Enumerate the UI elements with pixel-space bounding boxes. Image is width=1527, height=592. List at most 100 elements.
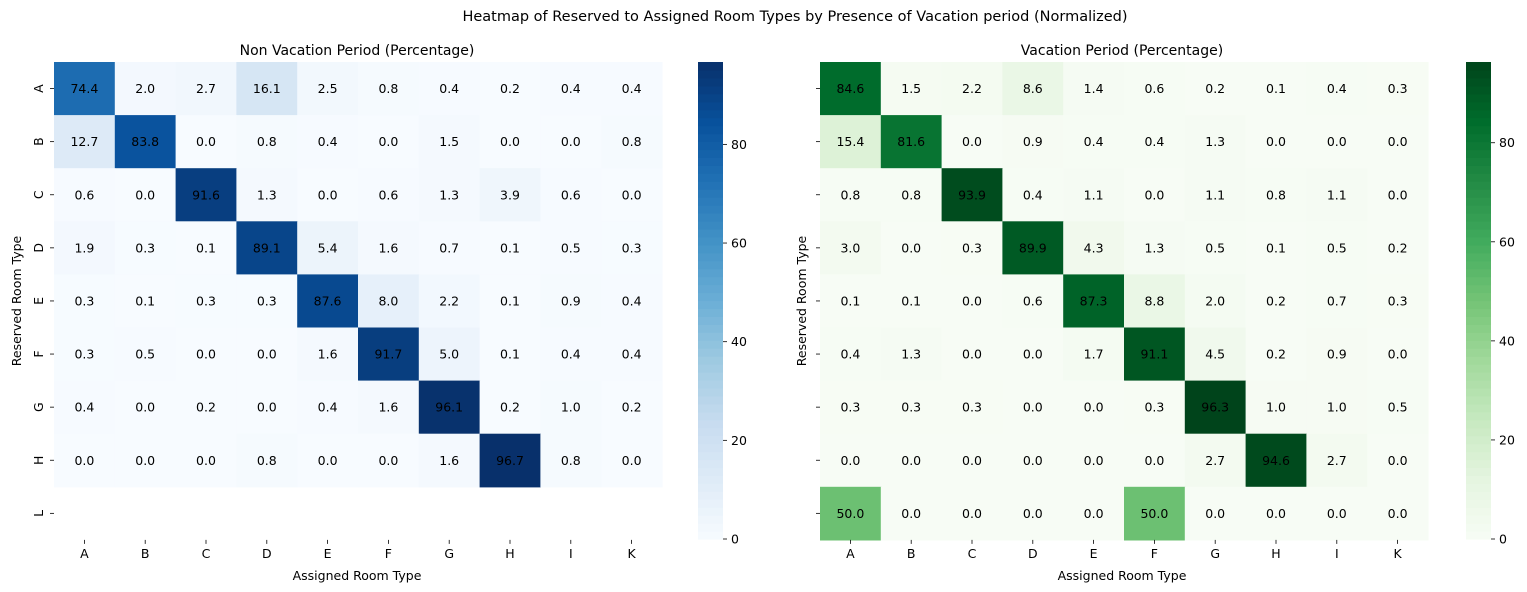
colorbar-segment [698,340,723,349]
colorbar-segment [698,260,723,270]
heatmap-cell [1245,433,1307,488]
colorbar-segment [698,117,723,127]
cell-value-label: 0.3 [901,400,921,415]
heatmap-cell [114,62,177,116]
cell-value-label: 0.0 [1205,506,1225,521]
cell-value-label: 0.0 [622,453,642,468]
heatmap-cell [1124,168,1186,222]
heatmap-cell [418,168,481,222]
cell-value-label: 0.1 [901,293,921,308]
cell-value-label: 0.0 [74,453,94,468]
cell-value-label: 1.0 [1327,400,1347,415]
colorbar-segment [1466,213,1491,222]
heatmap-cell [1124,274,1186,329]
x-tick-label: C [968,546,977,561]
heatmap-cell [358,380,420,435]
cell-value-label: 5.4 [318,240,338,255]
heatmap-cell [236,433,298,488]
cell-value-label: 0.2 [1266,293,1286,308]
colorbar-segment [1466,62,1491,71]
cell-value-label: 0.4 [74,400,94,415]
cell-value-label: 1.4 [1084,81,1104,96]
colorbar-segment [698,403,723,413]
cell-value-label: 0.4 [561,347,581,362]
colorbar-segment [1466,332,1491,341]
heatmap-cell [941,62,1003,116]
heatmap-cells: 74.4 2.0 2.7 16.1 2.5 0.8 0.4 0.2 0.4 0.4 12.7 83.8… [54,62,663,488]
cell-value-label: 0.0 [318,187,338,202]
heatmap-cell [941,115,1003,169]
colorbar-segment [698,165,723,174]
cell-value-label: 0.3 [1388,293,1408,308]
cell-value-label: 91.7 [374,347,402,362]
cell-value-label: 96.7 [496,453,524,468]
cell-value-label: 0.0 [1388,506,1408,521]
cell-value-label: 0.1 [196,240,216,255]
colorbar-segment [1466,523,1491,532]
heatmap-cell [479,274,541,329]
heatmap-cell [479,380,541,435]
cell-value-label: 1.6 [378,240,398,255]
colorbar-segment [1466,491,1491,500]
heatmap-cell [1184,433,1247,488]
colorbar-segment [698,213,723,222]
colorbar-segment [1466,157,1491,166]
colorbar-segment [698,507,723,516]
cell-value-label: 0.0 [901,506,921,521]
colorbar-tick-label: 20 [731,433,747,448]
heatmap-cell [1306,62,1368,116]
colorbar-segment [1466,395,1491,405]
colorbar-segment [1466,205,1491,214]
cell-value-label: 0.5 [1388,400,1408,415]
cell-value-label: 0.5 [561,240,581,255]
heatmap-cell [114,221,177,275]
heatmap-cell [820,433,882,488]
x-tick-label: D [1028,546,1038,561]
heatmap-cell [1245,62,1307,116]
cell-value-label: 1.3 [1205,134,1225,149]
colorbar-segment [1466,221,1491,230]
cell-value-label: 84.6 [836,81,864,96]
cell-value-label: 0.9 [561,293,581,308]
panel-title: Non Vacation Period (Percentage) [240,43,475,59]
colorbar-segment [698,149,723,158]
x-tick-label: A [846,546,855,561]
cell-value-label: 0.0 [196,134,216,149]
cell-value-label: 0.9 [1023,134,1043,149]
colorbar-segment [1466,236,1491,246]
y-tick-label: F [31,350,46,357]
heatmap-cell [1124,221,1186,275]
heatmap-cell [1367,221,1429,275]
heatmap-cell [1184,274,1247,329]
cell-value-label: 1.6 [439,453,459,468]
heatmap-cell [236,380,298,435]
heatmap-cell [1184,168,1247,222]
heatmap-cell [1306,274,1368,329]
heatmap-cell [54,221,116,275]
heatmap-cell [479,115,541,169]
heatmap-cell [1245,486,1307,541]
cell-value-label: 1.7 [1084,347,1104,362]
cell-value-label: 1.3 [257,187,277,202]
colorbar-segment [698,483,723,492]
y-tick-labels: A B C D E F G H L [31,84,54,517]
cell-value-label: 1.1 [1205,187,1225,202]
heatmap-cell [941,168,1003,222]
cell-value-label: 1.6 [318,347,338,362]
heatmap-cell [1124,327,1186,382]
colorbar-segment [698,459,723,469]
heatmap-cell [540,327,602,382]
heatmap-cell [175,115,237,169]
colorbar-segment [1466,260,1491,270]
cell-value-label: 0.3 [196,293,216,308]
heatmap-cell [1002,115,1064,169]
colorbar-tick-label: 0 [1499,532,1507,547]
colorbar-segment [698,62,723,71]
cell-value-label: 2.7 [1327,453,1347,468]
cell-value-label: 0.8 [257,453,277,468]
cell-value-label: 0.0 [1388,347,1408,362]
y-axis-label: Reserved Room Type [794,235,809,366]
y-tick-label: B [31,137,46,146]
colorbar-segment [1466,189,1491,198]
